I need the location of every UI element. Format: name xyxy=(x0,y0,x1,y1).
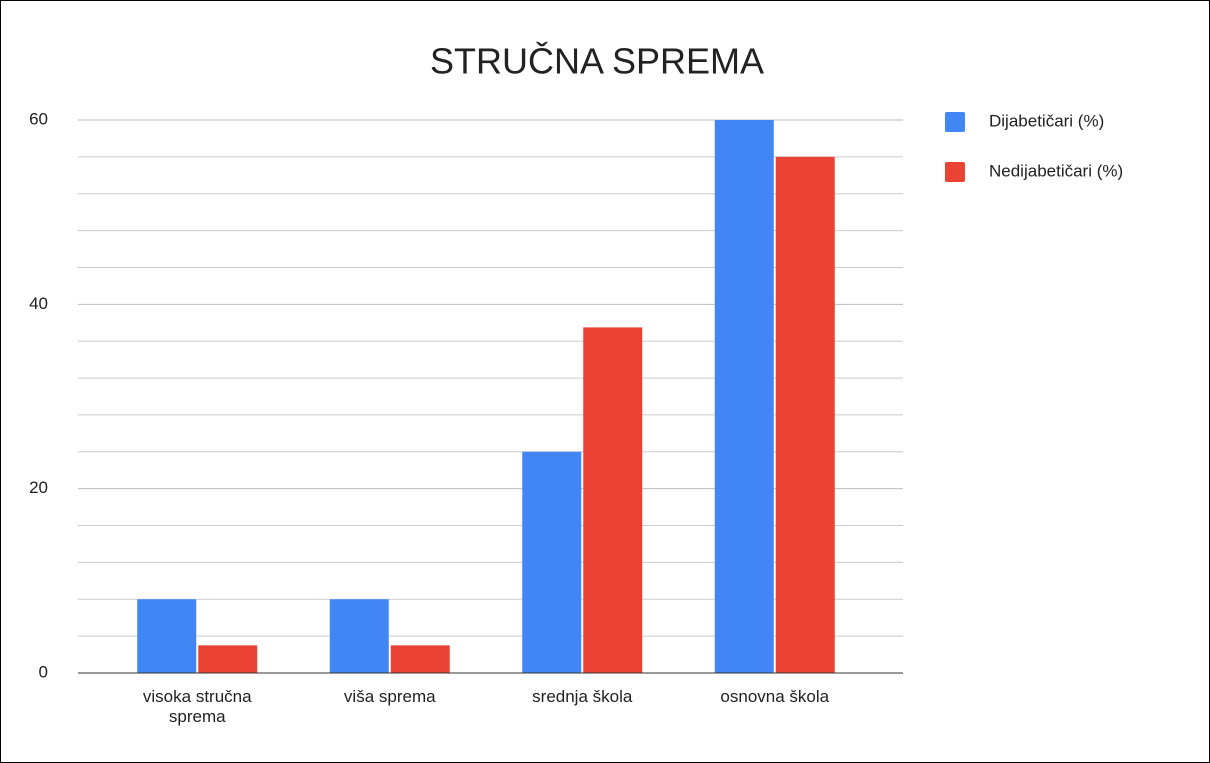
x-tick-label: osnovna škola xyxy=(720,687,830,706)
y-tick-label: 20 xyxy=(29,478,48,497)
legend-swatch xyxy=(945,162,965,182)
legend-label: Dijabetičari (%) xyxy=(989,111,1104,130)
bar xyxy=(137,599,197,673)
legend-label: Nedijabetičari (%) xyxy=(989,161,1123,180)
legend-swatch xyxy=(945,112,965,132)
bar xyxy=(714,120,774,673)
x-tick-label: viša sprema xyxy=(343,687,436,706)
bar xyxy=(329,599,389,673)
bar xyxy=(775,156,835,673)
bar xyxy=(522,451,582,673)
y-tick-label: 0 xyxy=(39,662,48,681)
bar xyxy=(583,327,643,673)
chart-title: STRUČNA SPREMA xyxy=(430,41,764,82)
y-tick-label: 40 xyxy=(29,294,48,313)
x-tick-label: visoka stručna sprema xyxy=(142,687,252,726)
y-tick-label: 60 xyxy=(29,109,48,128)
x-tick-label: srednja škola xyxy=(532,687,633,706)
bar xyxy=(390,645,450,673)
bar xyxy=(198,645,258,673)
